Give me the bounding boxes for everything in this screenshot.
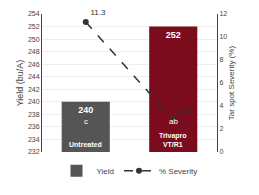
svg-text:c: c [84, 117, 88, 126]
svg-text:11.3: 11.3 [91, 8, 107, 17]
svg-text:2: 2 [219, 125, 223, 132]
svg-text:232: 232 [28, 148, 40, 155]
svg-text:252: 252 [28, 23, 40, 30]
svg-text:ab: ab [169, 117, 178, 126]
svg-text:240: 240 [28, 98, 40, 105]
svg-text:Yield: Yield [97, 167, 115, 176]
svg-text:% Severity: % Severity [159, 167, 197, 176]
svg-text:TrivaproVT/R1: TrivaproVT/R1 [159, 132, 187, 148]
svg-text:238: 238 [28, 111, 40, 118]
svg-text:12: 12 [219, 10, 227, 17]
svg-text:2.8: 2.8 [178, 106, 190, 115]
svg-text:234: 234 [28, 136, 40, 143]
svg-text:Yield (bu/A): Yield (bu/A) [15, 60, 25, 107]
svg-text:240: 240 [78, 105, 93, 115]
svg-text:8: 8 [219, 56, 223, 63]
svg-text:250: 250 [28, 36, 40, 43]
svg-text:254: 254 [28, 10, 40, 17]
svg-text:246: 246 [28, 61, 40, 68]
svg-text:252: 252 [166, 30, 181, 40]
svg-text:4: 4 [219, 102, 223, 109]
svg-text:236: 236 [28, 123, 40, 130]
svg-text:Untreated: Untreated [69, 141, 102, 148]
svg-text:10: 10 [219, 33, 227, 40]
svg-text:244: 244 [28, 73, 40, 80]
svg-text:242: 242 [28, 86, 40, 93]
svg-text:6: 6 [219, 79, 223, 86]
svg-text:0: 0 [219, 148, 223, 155]
svg-text:248: 248 [28, 48, 40, 55]
svg-text:Tar spot Severity (%): Tar spot Severity (%) [227, 46, 236, 121]
